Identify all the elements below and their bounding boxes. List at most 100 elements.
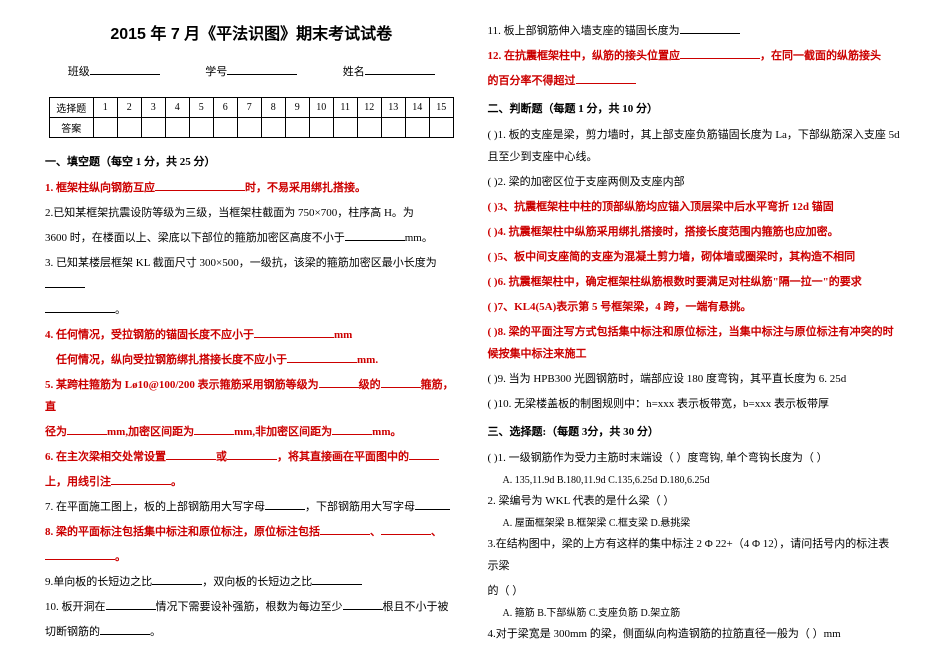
- q5a-text: 5. 某跨柱箍筋为 Lø10@100/200 表示箍筋采用钢筋等级为: [45, 379, 319, 391]
- col-num: 2: [117, 98, 141, 118]
- q3-text: 3. 已知某楼层框架 KL 截面尺寸 300×500，一级抗，该梁的箍筋加密区最…: [45, 257, 437, 269]
- blank: [100, 624, 150, 635]
- r12a-end: ，在同一截面的纵筋接头: [760, 50, 881, 62]
- col-num: 8: [261, 98, 285, 118]
- fill-q10a: 10. 板开洞在情况下需要设补强筋，根数为每边至少根且不小于被: [45, 596, 458, 618]
- judge-q5: ( )5、板中间支座简的支座为混凝土剪力墙，砌体墙或圈梁时，其构造不相同: [488, 246, 901, 268]
- q4a-end: mm: [334, 329, 352, 341]
- answer-cell: [261, 118, 285, 138]
- blank: [152, 574, 202, 585]
- choice-q4: 4.对于梁宽是 300mm 的梁，侧面纵向构造钢筋的拉筋直径一般为（ ）mm: [488, 623, 901, 645]
- left-column: 2015 年 7 月《平法识图》期末考试试卷 班级 学号 姓名 选择题 1 2 …: [30, 20, 473, 648]
- q9-text: 9.单向板的长短边之比: [45, 576, 152, 588]
- q9-mid: ，双向板的长短边之比: [202, 576, 312, 588]
- class-blank: [90, 62, 160, 75]
- q6a-text: 6. 在主次梁相交处常设置: [45, 451, 166, 463]
- fill-q3: 3. 已知某楼层框架 KL 截面尺寸 300×500，一级抗，该梁的箍筋加密区最…: [45, 252, 458, 296]
- fill-q7: 7. 在平面施工图上，板的上部钢筋用大写字母，下部钢筋用大写字母: [45, 496, 458, 518]
- choice-q3b: 的（ ）: [488, 580, 901, 602]
- blank: [287, 352, 357, 363]
- student-info-row: 班级 学号 姓名: [45, 62, 458, 79]
- exam-title: 2015 年 7 月《平法识图》期末考试试卷: [45, 20, 458, 44]
- q8-text: 8. 梁的平面标注包括集中标注和原位标注，原位标注包括: [45, 526, 320, 538]
- judge-q9: ( )9. 当为 HPB300 光圆钢筋时，端部应设 180 度弯钩，其平直长度…: [488, 368, 901, 390]
- row1-label: 选择题: [49, 98, 93, 118]
- answer-cell: [405, 118, 429, 138]
- blank: [194, 424, 234, 435]
- col-num: 11: [333, 98, 357, 118]
- name-blank: [365, 62, 435, 75]
- fill-q9: 9.单向板的长短边之比 ，双向板的长短边之比: [45, 571, 458, 593]
- judge-q4: ( )4. 抗震框架柱中纵筋采用绑扎搭接时，搭接长度范围内箍筋也应加密。: [488, 221, 901, 243]
- r11-text: 11. 板上部钢筋伸入墙支座的锚固长度为: [488, 25, 680, 37]
- judge-q2: ( )2. 梁的加密区位于支座两侧及支座内部: [488, 171, 901, 193]
- choice-q3a: 3.在结构图中，梁的上方有这样的集中标注 2 Φ 22+（4 Φ 12），请问括…: [488, 533, 901, 577]
- number-blank: [227, 62, 297, 75]
- col-num: 9: [285, 98, 309, 118]
- q8-line2: 。: [45, 546, 458, 568]
- judge-q8: ( )8. 梁的平面注写方式包括集中标注和原位标注，当集中标注与原位标注有冲突的…: [488, 321, 901, 365]
- section2-header: 二、判断题（每题 1 分，共 10 分）: [488, 100, 901, 116]
- q6a-end: ，将其直接画在平面图中的: [277, 451, 409, 463]
- answer-cell: [381, 118, 405, 138]
- fill-q5a: 5. 某跨柱箍筋为 Lø10@100/200 表示箍筋采用钢筋等级为级的箍筋，直: [45, 374, 458, 418]
- blank: [106, 599, 156, 610]
- blank: [155, 180, 245, 191]
- col-num: 14: [405, 98, 429, 118]
- q6a-mid: 或: [216, 451, 227, 463]
- q8-end: 、: [370, 526, 381, 538]
- q10a-text: 10. 板开洞在: [45, 601, 106, 613]
- r12a: 12. 在抗震框架柱中，纵筋的接头位置应 ，在同一截面的纵筋接头: [488, 45, 901, 67]
- judge-q1: ( )1. 板的支座是梁，剪力墙时，其上部支座负筋锚固长度为 La，下部纵筋深入…: [488, 124, 901, 168]
- choice-q1: ( )1. 一级钢筋作为受力主筋时末端设（ ）度弯钩, 单个弯钩长度为（ ）: [488, 447, 901, 469]
- answer-cell: [117, 118, 141, 138]
- blank: [254, 327, 334, 338]
- q3-blank-line: 。: [45, 299, 458, 321]
- fill-q10b: 切断钢筋的。: [45, 621, 458, 643]
- q6b-text: 上，用线引注: [45, 476, 111, 488]
- class-field: 班级: [68, 62, 160, 79]
- fill-q2a: 2.已知某框架抗震设防等级为三级，当框架柱截面为 750×700，柱序高 H。为: [45, 202, 458, 224]
- q1-text: 1. 框架柱纵向钢筋互应: [45, 182, 155, 194]
- fill-q6a: 6. 在主次梁相交处常设置 或 ，将其直接画在平面图中的: [45, 446, 458, 468]
- r12a-text: 12. 在抗震框架柱中，纵筋的接头位置应: [488, 50, 681, 62]
- blank: [312, 574, 362, 585]
- blank: [111, 474, 171, 485]
- blank: [67, 424, 107, 435]
- name-label: 姓名: [343, 63, 365, 79]
- blank: [343, 599, 383, 610]
- answer-table: 选择题 1 2 3 4 5 6 7 8 9 10 11 12 13 14 15 …: [49, 97, 454, 138]
- blank: [45, 302, 115, 313]
- fill-q5b: 径为mm,加密区间距为mm,非加密区间距为mm。: [45, 421, 458, 443]
- blank: [680, 48, 760, 59]
- judge-q6: ( )6. 抗震框架柱中，确定框架柱纵筋根数时要满足对柱纵筋"隔一拉一"的要求: [488, 271, 901, 293]
- q5b-end: mm。: [372, 426, 401, 438]
- answer-cell: [285, 118, 309, 138]
- col-num: 7: [237, 98, 261, 118]
- judge-q10: ( )10. 无梁楼盖板的制图规则中：h=xxx 表示板带宽，b=xxx 表示板…: [488, 393, 901, 415]
- fill-q6b: 上，用线引注。: [45, 471, 458, 493]
- q5b-text: 径为: [45, 426, 67, 438]
- blank: [576, 73, 636, 84]
- q4a-text: 4. 任何情况，受拉钢筋的锚固长度不应小于: [45, 329, 254, 341]
- choice-q2-opts: A. 屋面框架梁 B.框架梁 C.框支梁 D.悬挑梁: [488, 515, 901, 533]
- blank: [409, 449, 439, 460]
- q10b-text: 切断钢筋的: [45, 626, 100, 638]
- blank: [345, 230, 405, 241]
- answer-cell: [165, 118, 189, 138]
- r12b-text: 的百分率不得超过: [488, 75, 576, 87]
- section3-header: 三、选择题:（每题 3分，共 30 分）: [488, 423, 901, 439]
- fill-q1: 1. 框架柱纵向钢筋互应时，不易采用绑扎搭接。: [45, 177, 458, 199]
- blank: [381, 524, 431, 535]
- col-num: 10: [309, 98, 333, 118]
- row2-label: 答案: [49, 118, 93, 138]
- choice-q2: 2. 梁编号为 WKL 代表的是什么梁（ ）: [488, 490, 901, 512]
- q7-text: 7. 在平面施工图上，板的上部钢筋用大写字母: [45, 501, 265, 513]
- col-num: 6: [213, 98, 237, 118]
- col-num: 15: [429, 98, 453, 118]
- col-num: 13: [381, 98, 405, 118]
- col-num: 1: [93, 98, 117, 118]
- fill-q4a: 4. 任何情况，受拉钢筋的锚固长度不应小于 mm: [45, 324, 458, 346]
- r11: 11. 板上部钢筋伸入墙支座的锚固长度为: [488, 20, 901, 42]
- col-num: 5: [189, 98, 213, 118]
